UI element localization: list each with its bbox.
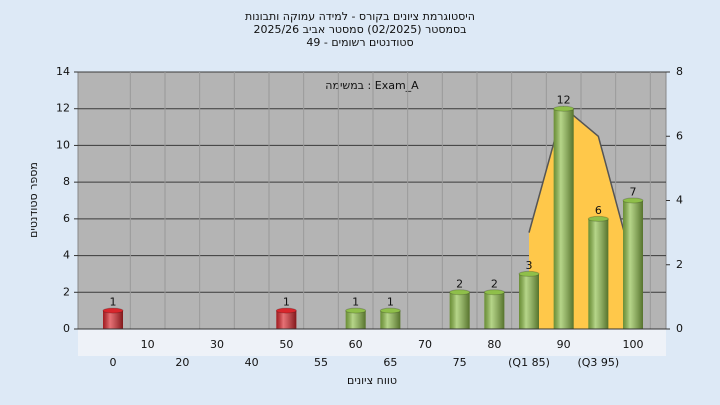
bar-top [275, 307, 297, 314]
x-tick-label: (Q3 95) [577, 356, 619, 369]
x-tick-label: 20 [175, 356, 189, 369]
y-tick-label: 2 [63, 285, 70, 298]
x-tick-label: 50 [279, 338, 293, 351]
bar-top [449, 289, 471, 296]
bar-shade [345, 310, 366, 329]
value-label: 1 [283, 296, 290, 309]
x-tick-label: 75 [453, 356, 467, 369]
y2-tick-label: 2 [676, 258, 683, 271]
value-label: 6 [595, 204, 602, 217]
area-line [528, 106, 634, 265]
y2-tick-label: 8 [676, 65, 683, 78]
y-tick-label: 10 [56, 138, 70, 151]
bar-top [587, 215, 609, 222]
bar-shade [553, 108, 574, 329]
bar-top [518, 270, 540, 277]
bar-shade [588, 218, 609, 329]
y-axis-label: מספר סטודנטים [27, 162, 40, 238]
bar-shade [623, 200, 643, 329]
x-tick-label: 30 [210, 338, 224, 351]
value-label: 1 [110, 296, 117, 309]
x-tick-label: 60 [349, 338, 363, 351]
x-tick-label: 10 [141, 338, 155, 351]
bar-top [553, 105, 575, 112]
y-tick-label: 0 [63, 322, 70, 335]
y2-tick-label: 0 [676, 322, 683, 335]
x-tick-label: 100 [623, 338, 644, 351]
bar-top [102, 307, 124, 314]
value-label: 1 [352, 296, 359, 309]
x-tick-label: 90 [557, 338, 571, 351]
y-tick-label: 14 [56, 65, 70, 78]
bar-shade [484, 292, 505, 329]
bar-shade [519, 273, 539, 329]
y-tick-label: 6 [63, 212, 70, 225]
y-tick-label: 4 [63, 249, 70, 262]
x-tick-label: 65 [383, 356, 397, 369]
value-label: 1 [387, 296, 394, 309]
y2-tick-label: 4 [676, 194, 683, 207]
x-tick-label: 40 [245, 356, 259, 369]
bar-top [379, 307, 401, 314]
bar-top [483, 289, 505, 296]
floor [78, 329, 666, 356]
x-tick-label: (Q1 85) [508, 356, 550, 369]
x-tick-label: 55 [314, 356, 328, 369]
annotation: במשימה : Exam_A [325, 79, 419, 92]
y-tick-label: 12 [56, 102, 70, 115]
value-label: 7 [630, 186, 637, 199]
bar-top [622, 197, 644, 204]
bar-shade [103, 310, 123, 329]
y2-tick-label: 6 [676, 129, 683, 142]
x-tick-label: 0 [110, 356, 117, 369]
value-label: 2 [491, 277, 498, 290]
value-label: 12 [557, 94, 571, 107]
x-tick-label: 70 [418, 338, 432, 351]
x-axis-label: טווח ציונים [347, 374, 397, 387]
bar-shade [276, 310, 297, 329]
bar-shade [449, 292, 470, 329]
chart-subtitle: סטודנטים רשומים - 49 [306, 36, 413, 49]
bar-shade [380, 310, 401, 329]
bar-top [345, 307, 367, 314]
value-label: 3 [526, 259, 533, 272]
chart-subtitle: בסמסטר (02/2025) סמסטר אביב 2025/26 [253, 23, 466, 36]
value-label: 2 [456, 277, 463, 290]
chart-title: היסטוגרמת ציונים בקורס - למידה עמוקה ותב… [245, 10, 475, 23]
y-tick-label: 8 [63, 175, 70, 188]
x-tick-label: 80 [487, 338, 501, 351]
